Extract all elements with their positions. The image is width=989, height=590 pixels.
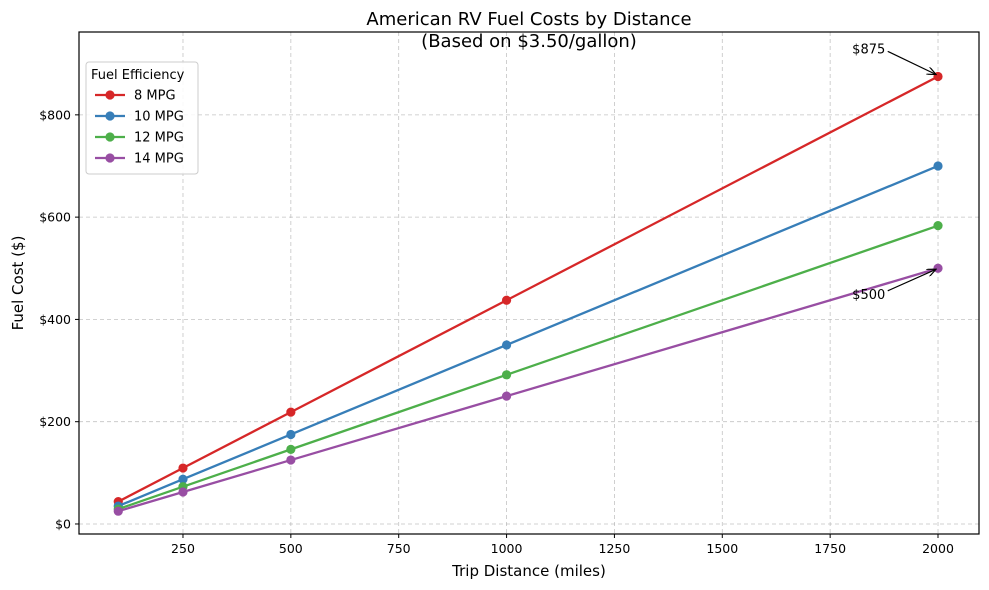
y-tick-label: $200 — [39, 414, 71, 429]
legend-marker — [105, 153, 115, 163]
x-tick-label: 500 — [279, 541, 303, 556]
chart-title: American RV Fuel Costs by Distance — [366, 9, 691, 30]
y-tick-label: $800 — [39, 107, 71, 122]
legend-label: 10 MPG — [134, 110, 184, 125]
legend-item: 14 MPG — [95, 152, 184, 167]
data-point — [933, 221, 943, 231]
chart-subtitle: (Based on $3.50/gallon) — [421, 31, 637, 52]
data-point — [178, 463, 188, 473]
y-tick-label: $0 — [55, 516, 71, 531]
plot-frame — [78, 31, 980, 535]
series-10-mpg — [113, 161, 943, 511]
legend-marker — [105, 90, 115, 100]
data-point — [286, 444, 296, 454]
data-point — [933, 263, 943, 273]
data-point — [501, 340, 512, 350]
axis-ticks: 250 500 750 1000 1250 1500 1750 2000 $0 $200 $400 $… — [39, 107, 954, 556]
legend-label: 14 MPG — [134, 152, 184, 167]
legend-marker — [105, 132, 115, 142]
data-point — [286, 407, 296, 417]
legend-title: Fuel Efficiency — [91, 68, 185, 83]
legend-item: 8 MPG — [95, 89, 176, 104]
legend-marker — [105, 111, 115, 121]
legend-box — [85, 61, 199, 175]
y-tick-label: $600 — [39, 210, 71, 225]
legend-item: 12 MPG — [95, 131, 184, 146]
data-point — [286, 455, 296, 465]
x-tick-label: 1750 — [814, 541, 846, 556]
y-axis-label: Fuel Cost ($) — [9, 236, 27, 331]
legend-label: 12 MPG — [134, 131, 184, 146]
legend: Fuel Efficiency 8 MPG 10 MPG 12 MPG 14 MPG — [85, 61, 199, 175]
x-tick-label: 1500 — [706, 541, 738, 556]
data-point — [501, 295, 512, 305]
annotation-arrow — [887, 269, 936, 292]
x-tick-label: 250 — [171, 541, 195, 556]
x-tick-label: 1250 — [599, 541, 631, 556]
data-point — [501, 391, 512, 401]
x-tick-label: 750 — [387, 541, 411, 556]
data-point — [178, 474, 188, 484]
annotation-arrow — [887, 50, 936, 74]
legend-label: 8 MPG — [134, 89, 176, 104]
x-tick-label: 2000 — [922, 541, 954, 556]
data-point — [933, 161, 943, 171]
data-point — [113, 506, 123, 516]
annotation-label: $875 — [852, 42, 885, 57]
data-point — [286, 429, 296, 440]
annotations: $875 $500 — [852, 42, 936, 303]
x-axis-label: Trip Distance (miles) — [451, 562, 606, 580]
y-tick-label: $400 — [39, 312, 71, 327]
grid — [79, 32, 979, 534]
x-tick-label: 1000 — [491, 541, 523, 556]
data-point — [501, 370, 512, 380]
annotation-label: $500 — [852, 288, 885, 303]
data-point — [178, 487, 188, 497]
legend-item: 10 MPG — [95, 110, 184, 125]
series-lines — [113, 71, 943, 516]
